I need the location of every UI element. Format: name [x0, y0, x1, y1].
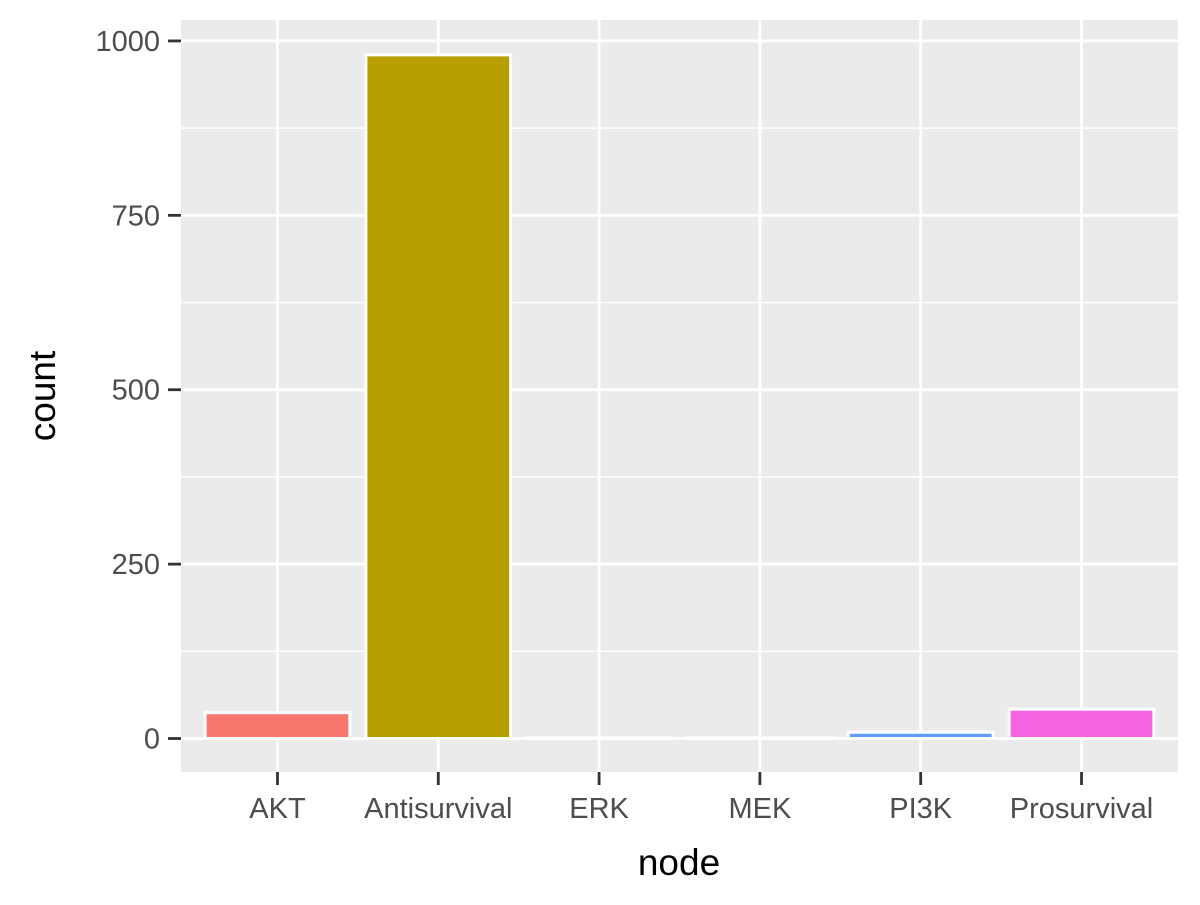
x-tick-label: ERK [569, 793, 629, 825]
bar-mek [686, 736, 834, 741]
x-axis-title: node [638, 842, 720, 883]
bar-prosurvival [1007, 707, 1156, 741]
y-tick-label: 0 [144, 724, 160, 756]
bar-pi3k [846, 730, 995, 741]
bar-erk [525, 736, 673, 741]
x-tick-label: Prosurvival [1010, 793, 1153, 825]
y-tick-label: 500 [112, 375, 160, 407]
x-tick-label: PI3K [889, 793, 953, 825]
y-axis-title: count [22, 350, 63, 441]
plot-panel [181, 20, 1178, 772]
bar-akt [203, 711, 352, 741]
bar-antisurvival [364, 53, 513, 741]
y-axis: 0 250 500 750 1000 [95, 26, 181, 756]
y-tick-label: 1000 [95, 26, 160, 58]
minor-gridlines [181, 127, 1178, 653]
y-tick-label: 250 [112, 549, 160, 581]
x-axis: AKT Antisurvival ERK MEK PI3K Prosurvival [249, 772, 1153, 825]
x-tick-label: MEK [728, 793, 792, 825]
bars [203, 53, 1156, 741]
y-tick-label: 750 [112, 200, 160, 232]
x-tick-label: Antisurvival [364, 793, 512, 825]
x-tick-label: AKT [249, 793, 306, 825]
